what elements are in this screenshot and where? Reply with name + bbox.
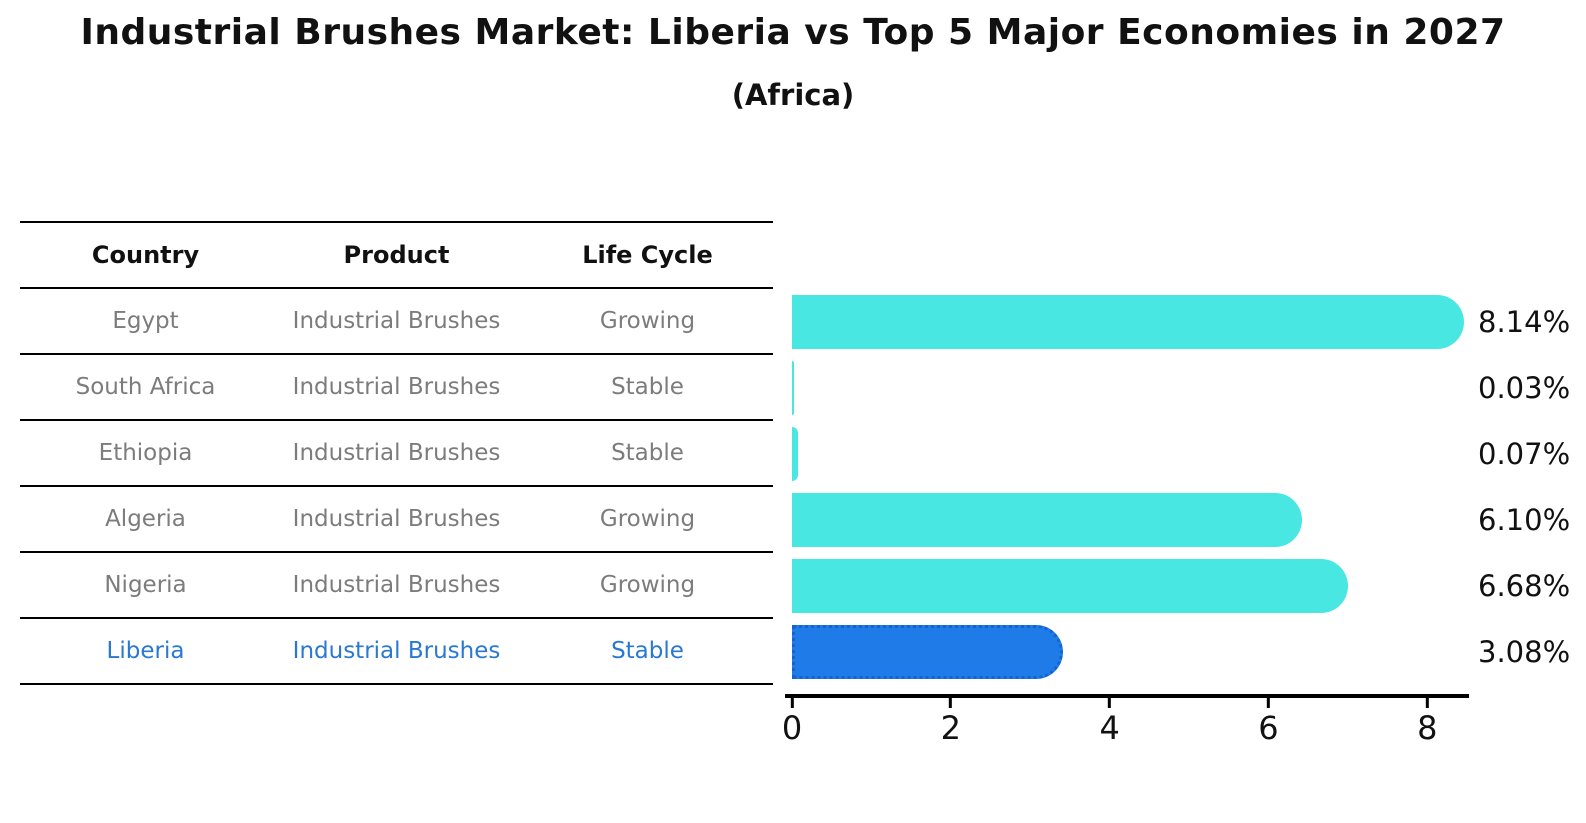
bar-row-liberia (792, 619, 1467, 685)
cell-product: Industrial Brushes (292, 506, 501, 532)
cell-product: Industrial Brushes (292, 638, 501, 664)
value-label-egypt: 8.14% (1478, 305, 1571, 339)
table-row-south-africa: South Africa Industrial Brushes Stable (20, 355, 773, 421)
cell-life-cycle: Growing (599, 506, 696, 532)
bar-liberia-highlighted (792, 625, 1063, 679)
bar-plot-area (792, 289, 1467, 685)
bar-algeria (792, 493, 1303, 547)
cell-country: Liberia (106, 638, 185, 664)
bar-ethiopia (792, 427, 798, 481)
value-label-liberia: 3.08% (1478, 635, 1571, 669)
x-tick-label: 0 (781, 709, 803, 747)
cell-life-cycle: Stable (611, 638, 684, 664)
cell-country: Ethiopia (98, 440, 193, 466)
x-tick-2: 2 (941, 698, 961, 744)
x-tick-mark (1266, 698, 1270, 708)
value-label-nigeria: 6.68% (1478, 569, 1571, 603)
cell-country: Algeria (105, 506, 186, 532)
country-table: Country Product Life Cycle Egypt Industr… (20, 221, 773, 685)
bar-row-algeria (792, 487, 1467, 553)
x-tick-label: 4 (1099, 709, 1120, 747)
table-row-liberia-highlighted: Liberia Industrial Brushes Stable (20, 619, 773, 685)
bar-row-ethiopia (792, 421, 1467, 487)
cell-life-cycle: Stable (611, 440, 684, 466)
cell-country: South Africa (75, 374, 216, 400)
table-row-ethiopia: Ethiopia Industrial Brushes Stable (20, 421, 773, 487)
bar-south-africa (792, 361, 795, 415)
table-row-nigeria: Nigeria Industrial Brushes Growing (20, 553, 773, 619)
x-tick-6: 6 (1258, 698, 1279, 747)
column-header-life-cycle: Life Cycle (582, 241, 713, 269)
x-tick-label: 8 (1417, 709, 1438, 747)
x-tick-mark (790, 698, 794, 708)
cell-life-cycle: Growing (599, 308, 696, 334)
column-header-product: Product (343, 241, 450, 269)
x-axis-line (785, 694, 1469, 698)
x-tick-8: 8 (1417, 698, 1437, 744)
bar-row-nigeria (792, 553, 1467, 619)
page-title: Industrial Brushes Market: Liberia vs To… (80, 12, 1506, 53)
x-tick-mark (1425, 698, 1429, 708)
bar-row-egypt (792, 289, 1467, 355)
bar-nigeria (792, 559, 1349, 613)
value-label-algeria: 6.10% (1478, 503, 1571, 537)
x-axis-ticks: 0 2 4 6 8 (782, 698, 1467, 748)
table-header-row: Country Product Life Cycle (20, 223, 773, 289)
x-tick-mark (949, 698, 953, 708)
x-tick-0: 0 (782, 698, 802, 744)
cell-life-cycle: Growing (599, 572, 696, 598)
x-tick-label: 6 (1258, 709, 1279, 747)
cell-product: Industrial Brushes (292, 572, 501, 598)
cell-life-cycle: Stable (611, 374, 684, 400)
x-tick-mark (1108, 698, 1112, 708)
x-tick-4: 4 (1099, 698, 1120, 747)
table-row-algeria: Algeria Industrial Brushes Growing (20, 487, 773, 553)
x-tick-label: 2 (940, 709, 961, 747)
table-row-egypt: Egypt Industrial Brushes Growing (20, 289, 773, 355)
cell-country: Egypt (112, 308, 179, 334)
value-label-south-africa: 0.03% (1478, 371, 1571, 405)
bar-egypt (792, 295, 1465, 349)
value-label-column: 8.14% 0.03% 0.07% 6.10% 6.68% 3.08% (1478, 289, 1583, 685)
cell-product: Industrial Brushes (292, 308, 501, 334)
column-header-country: Country (91, 241, 200, 269)
cell-product: Industrial Brushes (292, 440, 501, 466)
value-label-ethiopia: 0.07% (1478, 437, 1571, 471)
cell-product: Industrial Brushes (292, 374, 501, 400)
page-subtitle: (Africa) (731, 78, 855, 112)
cell-country: Nigeria (104, 572, 187, 598)
bar-row-south-africa (792, 355, 1467, 421)
